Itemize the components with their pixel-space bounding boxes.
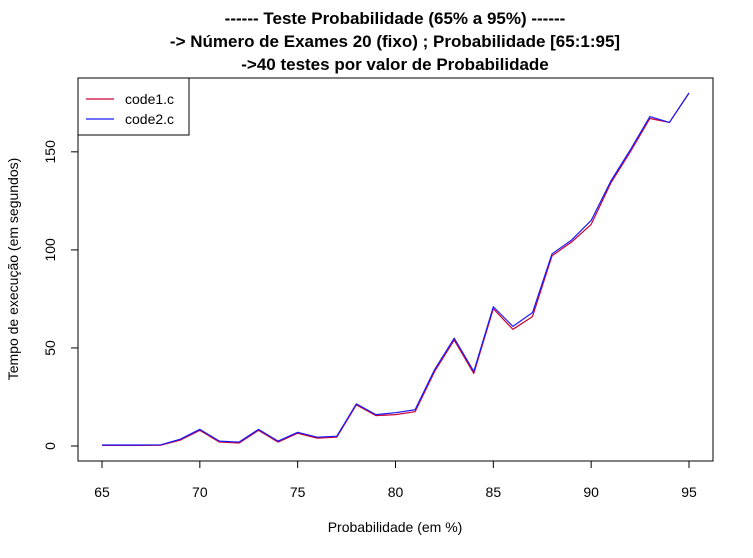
y-axis: 0 50 100 150 [42,140,79,450]
x-tick-label: 90 [583,484,599,500]
chart-title-line-1: ------ Teste Probabilidade (65% a 95%) -… [225,9,566,28]
chart-title-line-2: -> Número de Exames 20 (fixo) ; Probabil… [170,32,620,51]
series-line-code2-c [102,92,690,446]
y-tick-label: 50 [42,340,58,356]
y-tick-label: 100 [42,238,58,262]
x-axis-label: Probabilidade (em %) [328,519,463,535]
x-axis: 65 70 75 80 85 90 95 [94,460,697,500]
series-layer [102,92,690,447]
y-tick-label: 0 [42,442,58,450]
x-tick-label: 65 [94,484,110,500]
x-tick-label: 70 [192,484,208,500]
x-tick-label: 75 [290,484,306,500]
series-line-code1-c [102,92,690,447]
legend-label-code1: code1.c [125,91,174,107]
y-axis-label: Tempo de execução (em segundos) [5,158,21,381]
legend-label-code2: code2.c [125,111,174,127]
y-tick-label: 150 [42,140,58,164]
x-tick-label: 80 [388,484,404,500]
legend: code1.c code2.c [77,77,190,136]
x-tick-label: 95 [681,484,697,500]
legend-box [77,77,190,136]
x-tick-label: 85 [486,484,502,500]
chart-title-line-3: ->40 testes por valor de Probabilidade [241,55,549,74]
